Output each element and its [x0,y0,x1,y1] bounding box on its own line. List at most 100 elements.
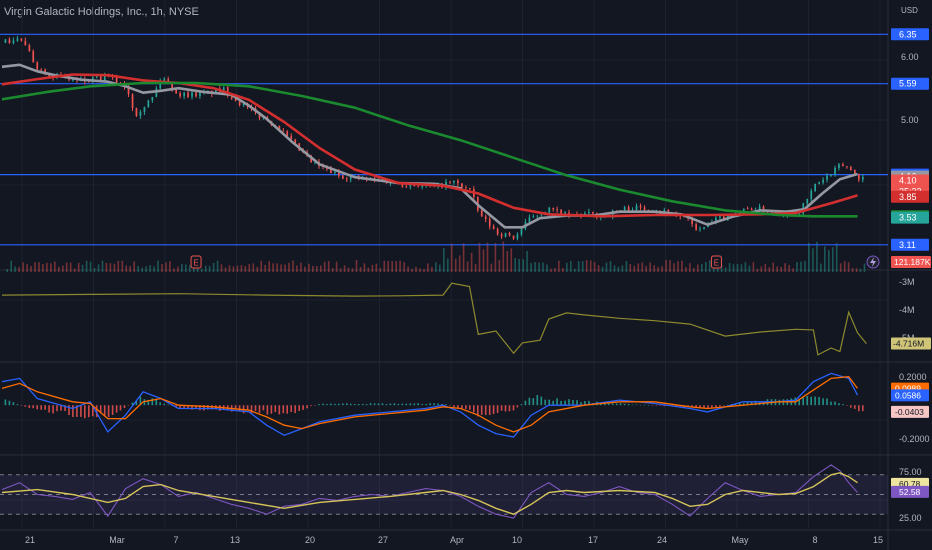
price-unit-label: USD [901,6,918,15]
macd-histogram-bar [496,405,499,413]
volume-bar [335,261,338,272]
macd-histogram-bar [346,403,348,406]
candle-body [187,92,189,97]
macd-histogram-bar [842,404,844,406]
macd-histogram-bar [830,401,832,406]
macd-histogram-bar [798,399,800,406]
macd-histogram-bar [92,405,94,417]
volume-bar [804,260,806,272]
candle-body [846,166,848,168]
volume-bar [796,262,798,272]
macd-histogram-bar [413,403,416,406]
macd-histogram-bar [139,396,142,406]
macd-histogram-bar [850,405,852,408]
volume-bar [851,268,854,272]
macd-histogram-bar [334,403,336,406]
macd-histogram-bar [421,404,423,406]
macd-histogram-bar [270,405,273,414]
macd-histogram-bar [445,404,447,406]
obv-line [1,282,867,356]
obv-tick-label: -4M [899,305,915,315]
candle-body [862,176,864,180]
macd-histogram-bar [576,400,578,406]
volume-bar [617,266,620,272]
volume-bar [458,255,461,272]
candle-body [449,181,451,183]
volume-bar [121,260,124,272]
candle-body [282,130,285,132]
volume-bar [379,267,382,272]
macd-histogram-bar [838,403,840,406]
price-tick-label: 6.00 [901,52,919,62]
macd-histogram-bar [532,398,535,406]
candle-body [623,207,626,211]
volume-bar [538,262,540,272]
macd-histogram-bar [631,404,634,406]
volume-bar [129,266,131,272]
macd-histogram-bar [68,405,70,415]
volume-bar [331,268,334,272]
volume-bar [577,261,580,272]
macd-histogram-bar [691,405,693,407]
macd-histogram-bar [826,398,828,406]
time-tick-label: 21 [25,535,35,545]
macd-histogram-bar [588,400,590,406]
rsi-tick-label: 25.00 [899,513,922,523]
candle-body [834,167,836,175]
volume-bar [38,262,40,272]
macd-line [1,372,859,438]
macd-histogram-bar [115,405,118,413]
macd-histogram-bar [746,401,749,406]
macd-histogram-bar [330,403,332,406]
volume-bar [50,263,52,272]
macd-histogram-bar [727,404,729,406]
macd-histogram-bar [429,403,431,406]
candle-body [346,178,348,180]
candle-body [405,186,408,188]
volume-bar [681,260,683,272]
macd-histogram-bar [473,405,475,413]
macd-histogram-bar [95,405,98,418]
volume-bar [800,261,802,272]
volume-bar [6,269,8,272]
volume-bar [637,263,640,272]
macd-histogram-bar [373,403,376,406]
sma-short-line [1,63,858,229]
macd-histogram-bar [480,405,483,415]
earnings-marker-box [190,255,202,269]
macd-histogram-bar [397,404,400,406]
time-tick-label: Mar [109,535,125,545]
macd-histogram-bar [552,400,554,406]
volume-bar [812,248,814,272]
volume-bar [518,259,520,272]
volume-bar [744,262,747,272]
macd-histogram-bar [48,405,50,413]
volume-bar [530,263,532,272]
candle-body [699,228,701,230]
price-label-text: 3.11 [899,240,916,250]
volume-bar [34,262,36,272]
macd-histogram-bar [246,405,249,410]
macd-histogram-bar [52,405,54,414]
candle-body [8,39,11,43]
candle-body [588,212,590,214]
candle-body [556,209,558,210]
candle-body [842,164,844,167]
volume-bar [300,262,302,272]
volume-bar [605,262,608,272]
candle-body [691,218,693,225]
volume-bar [756,268,759,272]
candle-body [143,107,146,112]
macd-histogram-bar [234,405,237,410]
macd-histogram-bar [492,405,495,415]
volume-bar [645,266,647,272]
volume-bar [97,264,100,272]
volume-bar [661,266,663,272]
volume-bar [728,263,731,272]
volume-bar [22,262,24,272]
volume-bar [470,252,473,272]
macd-histogram-bar [568,399,570,406]
volume-bar [649,262,651,272]
macd-histogram-bar [663,405,666,407]
